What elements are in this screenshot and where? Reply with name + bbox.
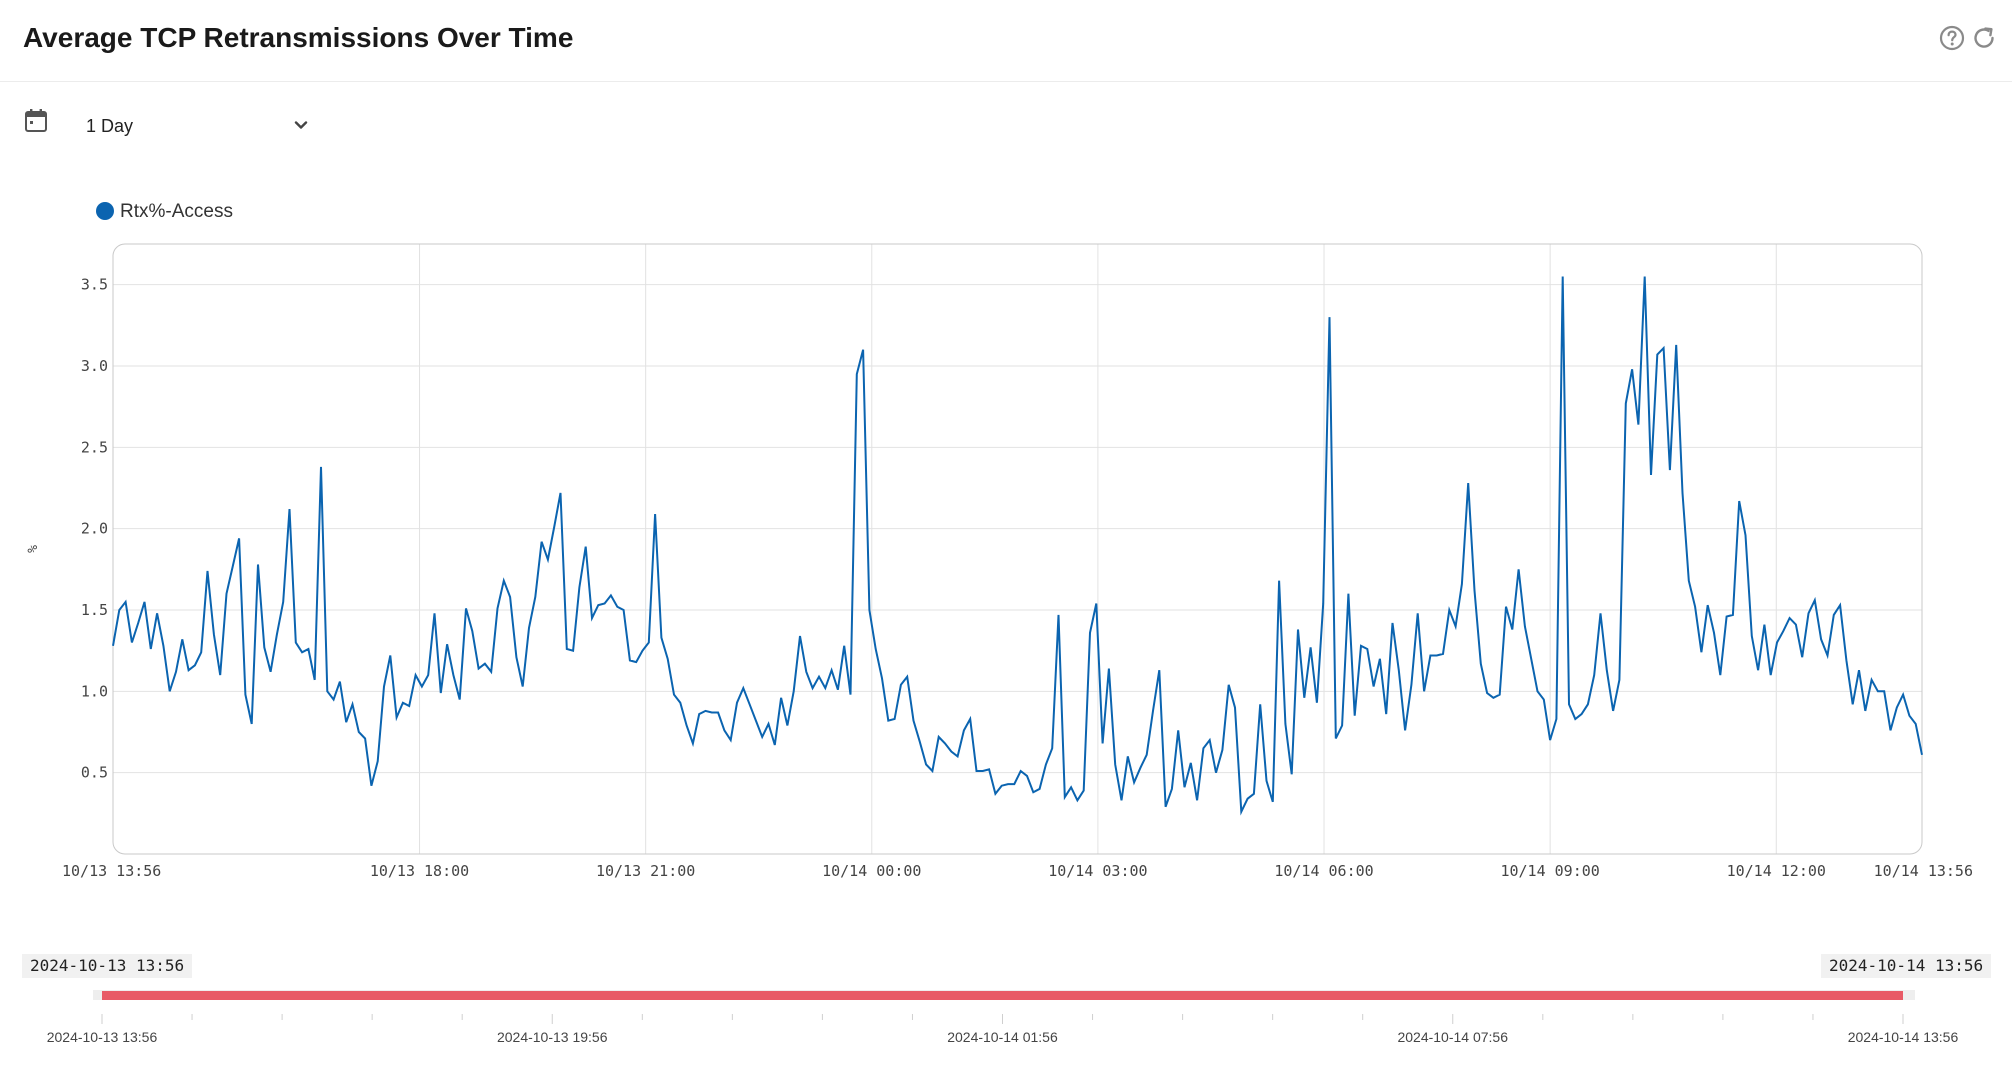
y-axis-label: % [26,545,41,553]
navigator-brush[interactable] [102,991,1903,1000]
navigator-axis-label: 2024-10-14 07:56 [1397,1029,1508,1045]
navigator-axis-label: 2024-10-13 19:56 [497,1029,608,1045]
y-tick-label: 2.5 [81,438,108,456]
navigator[interactable]: 2024-10-13 13:56 2024-10-13 19:56 2024-10-… [47,990,1959,1045]
x-tick-label: 10/14 09:00 [1500,862,1599,880]
x-tick-label: 10/14 12:00 [1727,862,1826,880]
series-line-rtx-access [112,276,1923,816]
page-title: Average TCP Retransmissions Over Time [23,22,574,53]
help-circle-icon[interactable] [1938,24,1966,52]
refresh-icon[interactable] [1970,24,1998,52]
plot-frame [112,243,1923,855]
x-tick-label: 10/13 21:00 [596,862,695,880]
x-tick-label: 10/14 00:00 [822,862,921,880]
x-tick-label: 10/13 18:00 [370,862,469,880]
navigator-end-label: 2024-10-14 13:56 [1821,954,1992,978]
time-range-select[interactable]: 1 Day [70,108,315,142]
y-tick-label: 0.5 [81,764,108,782]
calendar-icon[interactable] [24,108,48,134]
x-tick-label: 10/14 06:00 [1274,862,1373,880]
y-tick-label: 3.0 [81,357,108,375]
navigator-axis-label: 2024-10-14 01:56 [947,1029,1058,1045]
chart-header: Average TCP Retransmissions Over Time [0,0,2012,82]
y-tick-label: 1.5 [81,601,108,619]
x-tick-label: 10/13 13:56 [62,862,161,880]
navigator-axis-label: 2024-10-13 13:56 [47,1029,158,1045]
y-tick-label: 2.0 [81,520,108,538]
x-tick-label: 10/14 03:00 [1048,862,1147,880]
navigator-start-label: 2024-10-13 13:56 [22,954,193,978]
legend-label: Rtx%-Access [120,201,233,222]
y-tick-label: 1.0 [81,682,108,700]
chevron-down-icon [294,121,308,129]
y-tick-label: 3.5 [81,276,108,294]
navigator-axis-label: 2024-10-14 13:56 [1848,1029,1959,1045]
legend-swatch [96,202,114,220]
time-range-value: 1 Day [86,116,134,136]
x-tick-label: 10/14 13:56 [1874,862,1973,880]
